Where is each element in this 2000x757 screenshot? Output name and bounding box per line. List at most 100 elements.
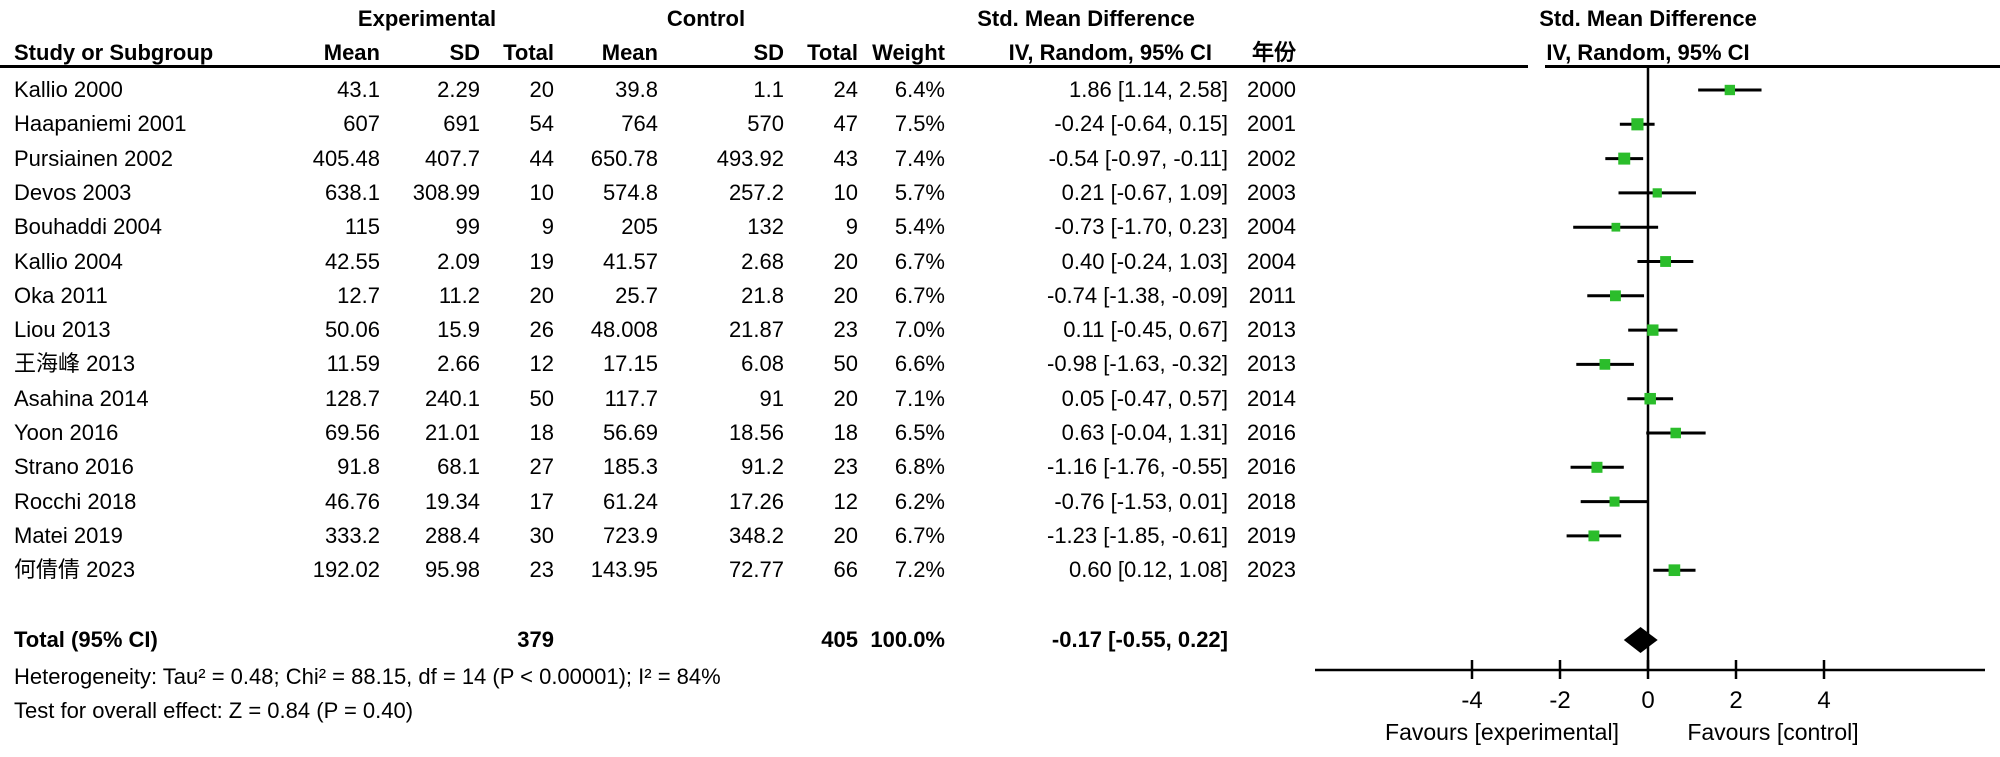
study-name-cell: Bouhaddi 2004 xyxy=(14,214,163,240)
study-row: Kallio 2000 43.1 2.29 20 39.8 1.1 24 6.4% 1.86 [… xyxy=(0,73,2000,107)
year-cell: 2023 xyxy=(1247,557,1296,583)
total-exp-cell: 44 xyxy=(529,145,554,171)
weight-cell: 6.7% xyxy=(894,282,945,308)
mean-ctrl-column-header: Mean xyxy=(601,40,658,65)
year-cell: 2013 xyxy=(1247,351,1296,377)
year-cell: 2018 xyxy=(1247,488,1296,514)
study-name-cell: Asahina 2014 xyxy=(14,385,149,411)
method-column-header: IV, Random, 95% CI xyxy=(1008,40,1212,65)
mean-exp-cell: 91.8 xyxy=(337,454,380,480)
mean-ctrl-cell: 574.8 xyxy=(602,179,658,205)
mean-exp-cell: 115 xyxy=(344,214,380,240)
sd-ctrl-cell: 91 xyxy=(759,385,784,411)
sd-exp-cell: 21.01 xyxy=(424,420,480,445)
total-exp-cell: 54 xyxy=(529,111,554,137)
weight-cell: 7.1% xyxy=(894,385,945,411)
mean-ctrl-cell: 185.3 xyxy=(602,454,658,480)
weight-cell: 7.4% xyxy=(894,145,945,171)
year-column-header: 年份 xyxy=(1251,40,1296,65)
mean-exp-cell: 43.1 xyxy=(337,77,380,102)
total-exp-cell: 27 xyxy=(529,454,554,480)
ci-text-cell: -0.76 [-1.53, 0.01] xyxy=(1054,488,1228,514)
study-name-cell: Haapaniemi 2001 xyxy=(14,111,187,137)
total-ctrl-cell: 50 xyxy=(833,351,858,377)
total-exp-cell: 26 xyxy=(529,317,554,343)
weight-cell: 7.5% xyxy=(894,111,945,137)
sd-ctrl-cell: 21.8 xyxy=(741,282,784,308)
ci-text-cell: -0.54 [-0.97, -0.11] xyxy=(1048,145,1228,171)
ci-text-cell: 0.05 [-0.47, 0.57] xyxy=(1061,385,1228,411)
sd-exp-cell: 2.09 xyxy=(437,248,480,274)
study-row: Strano 2016 91.8 68.1 27 185.3 91.2 23 6.8% -1.1… xyxy=(0,450,2000,484)
total-row: Total (95% CI) 379 405 100.0% -0.17 [-0.… xyxy=(0,623,2000,657)
mean-exp-cell: 192.02 xyxy=(312,557,380,583)
year-cell: 2003 xyxy=(1247,179,1296,205)
mean-ctrl-cell: 41.57 xyxy=(602,248,658,274)
total-ctrl-cell: 12 xyxy=(833,488,858,514)
study-row: Asahina 2014 128.7 240.1 50 117.7 91 20 7.1% 0.0… xyxy=(0,382,2000,416)
sd-ctrl-cell: 493.92 xyxy=(716,145,784,171)
total-ctrl-cell: 18 xyxy=(833,420,858,445)
mean-ctrl-cell: 61.24 xyxy=(602,488,658,514)
total-exp-cell: 17 xyxy=(529,488,554,514)
weight-cell: 6.2% xyxy=(894,488,945,514)
mean-ctrl-cell: 143.95 xyxy=(590,557,658,583)
total-ctrl-cell: 24 xyxy=(833,77,858,102)
smd-column-title: Std. Mean Difference xyxy=(977,6,1195,31)
study-name-cell: Kallio 2004 xyxy=(14,248,123,274)
study-name-cell: 何倩倩 2023 xyxy=(14,557,136,583)
total-n-ctrl: 405 xyxy=(821,627,858,652)
sd-ctrl-cell: 1.1 xyxy=(753,77,784,102)
study-row: Yoon 2016 69.56 21.01 18 56.69 18.56 18 6.5% 0.6… xyxy=(0,416,2000,450)
sd-exp-column-header: SD xyxy=(449,40,480,65)
mean-ctrl-cell: 39.8 xyxy=(615,77,658,102)
total-exp-cell: 20 xyxy=(529,282,554,308)
total-weight: 100.0% xyxy=(870,627,945,652)
total-ctrl-cell: 43 xyxy=(833,145,858,171)
mean-ctrl-cell: 48.008 xyxy=(590,317,658,343)
mean-ctrl-cell: 650.78 xyxy=(590,145,658,171)
weight-cell: 7.2% xyxy=(894,557,945,583)
ci-text-cell: 0.63 [-0.04, 1.31] xyxy=(1061,420,1228,445)
sd-ctrl-cell: 91.2 xyxy=(741,454,784,480)
sd-exp-cell: 407.7 xyxy=(424,145,480,171)
sd-ctrl-cell: 348.2 xyxy=(728,522,784,548)
total-exp-cell: 50 xyxy=(529,385,554,411)
study-name-cell: 王海峰 2013 xyxy=(14,351,136,377)
mean-exp-cell: 405.48 xyxy=(312,145,380,171)
mean-ctrl-cell: 764 xyxy=(621,111,658,137)
study-row: Devos 2003 638.1 308.99 10 574.8 257.2 10 5.7% 0… xyxy=(0,176,2000,210)
year-cell: 2019 xyxy=(1247,522,1296,548)
study-name-cell: Oka 2011 xyxy=(14,282,108,308)
ci-text-cell: -1.16 [-1.76, -0.55] xyxy=(1047,454,1228,480)
sd-ctrl-cell: 570 xyxy=(747,111,784,137)
study-name-cell: Pursiainen 2002 xyxy=(14,145,174,171)
year-cell: 2016 xyxy=(1247,454,1296,480)
weight-cell: 6.7% xyxy=(894,248,945,274)
mean-exp-cell: 128.7 xyxy=(324,385,380,411)
total-exp-cell: 18 xyxy=(529,420,554,445)
mean-exp-cell: 333.2 xyxy=(324,522,380,548)
mean-exp-cell: 12.7 xyxy=(337,282,380,308)
study-name-cell: Matei 2019 xyxy=(14,522,123,548)
total-exp-cell: 20 xyxy=(529,77,554,102)
mean-ctrl-cell: 205 xyxy=(621,214,658,240)
study-column-header: Study or Subgroup xyxy=(14,40,214,65)
sd-ctrl-cell: 72.77 xyxy=(728,557,784,583)
study-row: Haapaniemi 2001 607 691 54 764 570 47 7.5% -0.24… xyxy=(0,107,2000,141)
study-row: Pursiainen 2002 405.48 407.7 44 650.78 493.92… xyxy=(0,142,2000,176)
sd-exp-cell: 691 xyxy=(443,111,480,137)
ci-text-cell: 0.60 [0.12, 1.08] xyxy=(1068,557,1228,583)
study-row: Liou 2013 50.06 15.9 26 48.008 21.87 23 7.0% 0.1… xyxy=(0,313,2000,347)
weight-cell: 6.6% xyxy=(894,351,945,377)
sd-ctrl-cell: 2.68 xyxy=(741,248,784,274)
total-exp-cell: 19 xyxy=(529,248,554,274)
total-ctrl-column-header: Total xyxy=(807,40,858,65)
mean-exp-cell: 11.59 xyxy=(326,351,380,377)
total-exp-cell: 12 xyxy=(529,351,554,377)
total-ctrl-cell: 10 xyxy=(833,179,858,205)
year-cell: 2002 xyxy=(1247,145,1296,171)
total-ctrl-cell: 20 xyxy=(833,248,858,274)
study-name-cell: Kallio 2000 xyxy=(14,77,123,102)
